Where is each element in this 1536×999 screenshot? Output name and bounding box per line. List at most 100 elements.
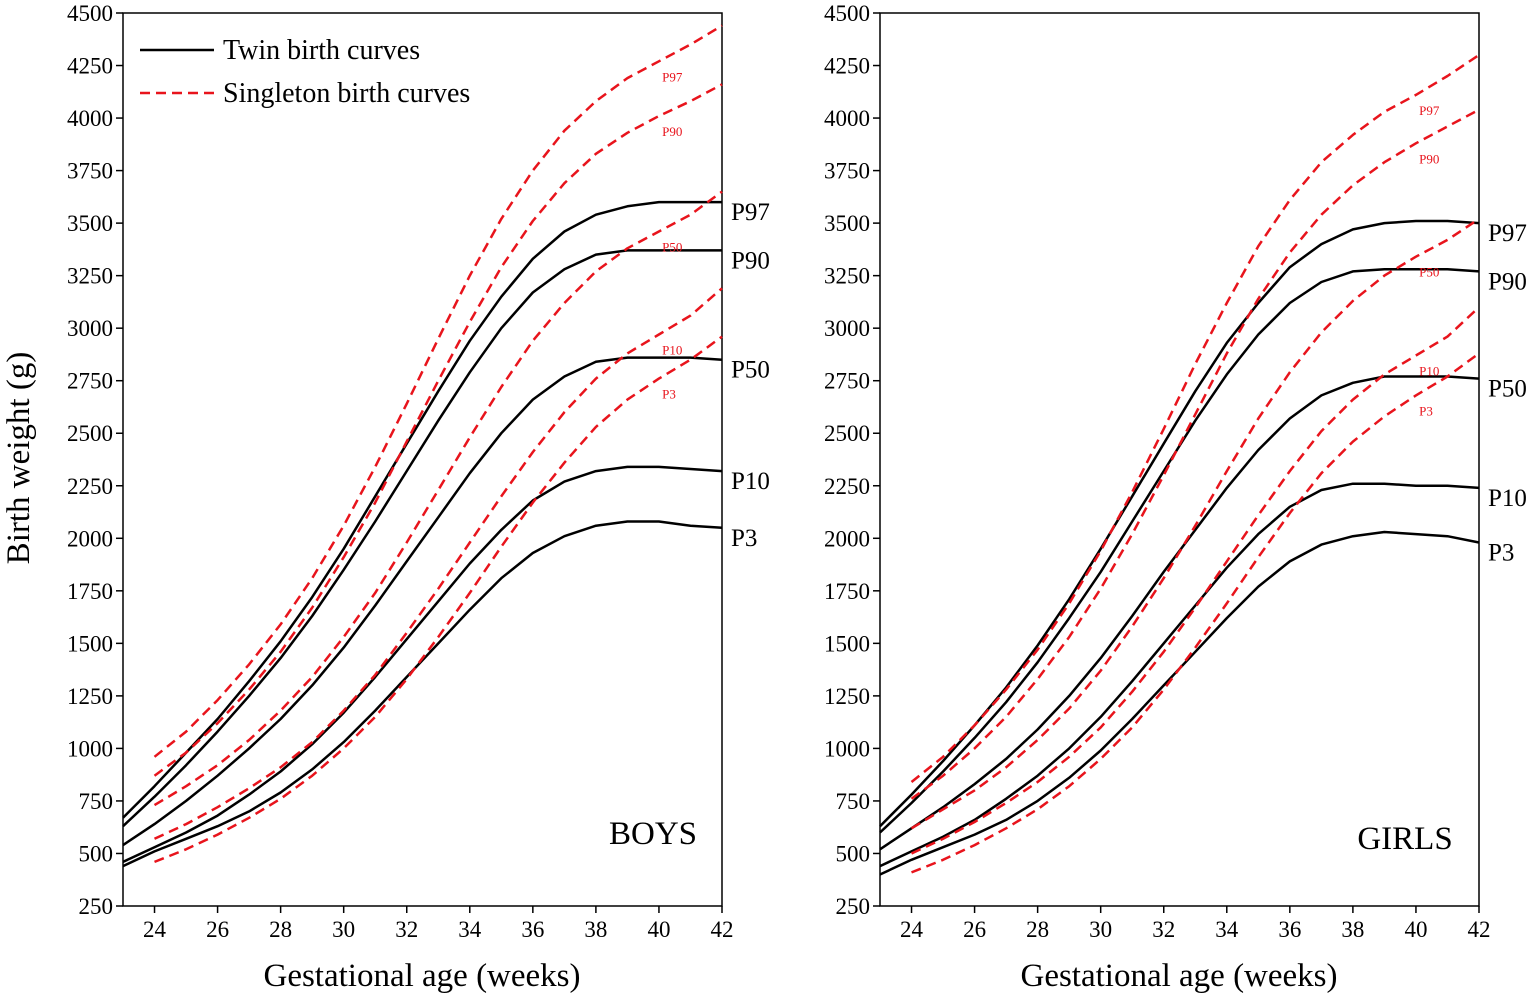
singleton-p3-label: P3 xyxy=(1419,403,1433,418)
panel-label: BOYS xyxy=(609,816,697,852)
twin-p50-label: P50 xyxy=(731,357,770,384)
y-tick-label: 4000 xyxy=(824,106,870,131)
x-tick-label: 34 xyxy=(1215,917,1239,942)
x-tick-label: 40 xyxy=(1404,917,1427,942)
singleton-p50-label: P50 xyxy=(1419,265,1439,280)
x-tick-label: 42 xyxy=(711,917,734,942)
y-tick-label: 1000 xyxy=(67,736,113,761)
twin-p90-label: P90 xyxy=(731,247,770,274)
singleton-p90-line xyxy=(910,108,1480,800)
y-tick-label: 4250 xyxy=(67,54,113,79)
y-tick-label: 2500 xyxy=(824,421,870,446)
twin-p10-line xyxy=(879,482,1480,868)
twin-p10-label: P10 xyxy=(731,468,770,495)
x-axis-title-girls: Gestational age (weeks) xyxy=(1020,958,1337,994)
x-tick-label: 28 xyxy=(1026,917,1049,942)
x-tick-label: 28 xyxy=(269,917,292,942)
y-axis-title: Birth weight (g) xyxy=(1,352,37,565)
x-axis-title-boys: Gestational age (weeks) xyxy=(263,958,580,994)
twin-p10-line xyxy=(122,465,723,864)
x-tick-label: 32 xyxy=(395,917,418,942)
x-tick-label: 26 xyxy=(206,917,229,942)
singleton-p90-label: P90 xyxy=(662,124,682,139)
y-tick-label: 3500 xyxy=(824,211,870,236)
boys-panel: 250 500 750 1000 1250 1500 1750 2000 2250 2500 275… xyxy=(67,1,770,942)
singleton-p90-line xyxy=(153,83,723,777)
y-tick-label: 1750 xyxy=(67,579,113,604)
y-tick-label: 2000 xyxy=(824,526,870,551)
singleton-p3-label: P3 xyxy=(662,387,676,402)
singleton-p50-line xyxy=(910,217,1480,830)
y-tick-label: 2750 xyxy=(67,369,113,394)
twin-p97-line xyxy=(879,219,1480,828)
singleton-p3-line xyxy=(911,352,1480,874)
x-tick-label: 26 xyxy=(963,917,986,942)
singleton-p10-label: P10 xyxy=(662,342,682,357)
y-tick-label: 3750 xyxy=(67,159,113,184)
singleton-p10-label: P10 xyxy=(1419,363,1439,378)
y-tick-label: 1750 xyxy=(824,579,870,604)
twin-p90-line xyxy=(122,249,722,828)
plot-frame xyxy=(879,12,1480,907)
y-tick-label: 4500 xyxy=(824,1,870,26)
singleton-p97-line xyxy=(153,24,723,758)
singleton-p90-label: P90 xyxy=(1419,151,1439,166)
y-tick-label: 2000 xyxy=(67,526,113,551)
y-tick-label: 250 xyxy=(79,894,114,919)
y-tick-label: 2250 xyxy=(67,474,113,499)
x-tick-label: 30 xyxy=(1089,917,1112,942)
y-tick-label: 4250 xyxy=(824,54,870,79)
legend: Twin birth curves Singleton birth curves xyxy=(140,35,470,109)
twin-p3-label: P3 xyxy=(1488,539,1514,566)
twin-p10-label: P10 xyxy=(1488,485,1527,512)
twin-p97-label: P97 xyxy=(731,199,770,226)
x-tick-label: 24 xyxy=(900,917,924,942)
x-tick-label: 36 xyxy=(1278,917,1301,942)
twin-p50-line xyxy=(122,356,723,847)
twin-p50-label: P50 xyxy=(1488,376,1527,403)
y-tick-label: 2750 xyxy=(824,369,870,394)
singleton-p97-label: P97 xyxy=(662,69,683,84)
x-tick-label: 42 xyxy=(1468,917,1491,942)
x-tick-label: 30 xyxy=(332,917,355,942)
y-tick-label: 1500 xyxy=(67,631,113,656)
x-tick-label: 34 xyxy=(458,917,482,942)
x-tick-label: 32 xyxy=(1152,917,1175,942)
y-tick-label: 2500 xyxy=(67,421,113,446)
y-tick-label: 500 xyxy=(79,841,114,866)
x-tick-label: 40 xyxy=(647,917,670,942)
singleton-p50-line xyxy=(153,190,723,807)
x-tick-label: 38 xyxy=(1341,917,1364,942)
twin-p90-label: P90 xyxy=(1488,268,1527,295)
singleton-p50-label: P50 xyxy=(662,240,682,255)
y-tick-label: 1250 xyxy=(67,684,113,709)
y-tick-label: 3000 xyxy=(824,316,870,341)
singleton-p97-line xyxy=(910,53,1480,783)
twin-p3-label: P3 xyxy=(731,525,757,552)
twin-p97-label: P97 xyxy=(1488,220,1527,247)
x-tick-label: 24 xyxy=(143,917,167,942)
singleton-p3-line xyxy=(154,335,723,864)
y-tick-label: 2250 xyxy=(824,474,870,499)
singleton-p97-label: P97 xyxy=(1419,103,1440,118)
y-tick-label: 3000 xyxy=(67,316,113,341)
legend-singleton-label: Singleton birth curves xyxy=(223,78,470,109)
y-tick-label: 500 xyxy=(836,841,871,866)
y-tick-label: 4000 xyxy=(67,106,113,131)
twin-p3-line xyxy=(122,520,723,868)
plot-frame xyxy=(122,12,723,907)
x-tick-label: 36 xyxy=(521,917,544,942)
y-tick-label: 3250 xyxy=(824,264,870,289)
y-tick-label: 4500 xyxy=(67,1,113,26)
twin-p97-line xyxy=(122,200,722,819)
y-tick-label: 3500 xyxy=(67,211,113,236)
panel-label: GIRLS xyxy=(1357,821,1452,857)
y-tick-label: 3750 xyxy=(824,159,870,184)
singleton-p10-line xyxy=(153,287,723,840)
y-tick-label: 3250 xyxy=(67,264,113,289)
girls-panel: 250 500 750 1000 1250 1500 1750 2000 2250 2500 275… xyxy=(824,1,1527,942)
y-tick-label: 750 xyxy=(836,789,871,814)
y-tick-label: 1500 xyxy=(824,631,870,656)
legend-twin-label: Twin birth curves xyxy=(223,35,420,66)
